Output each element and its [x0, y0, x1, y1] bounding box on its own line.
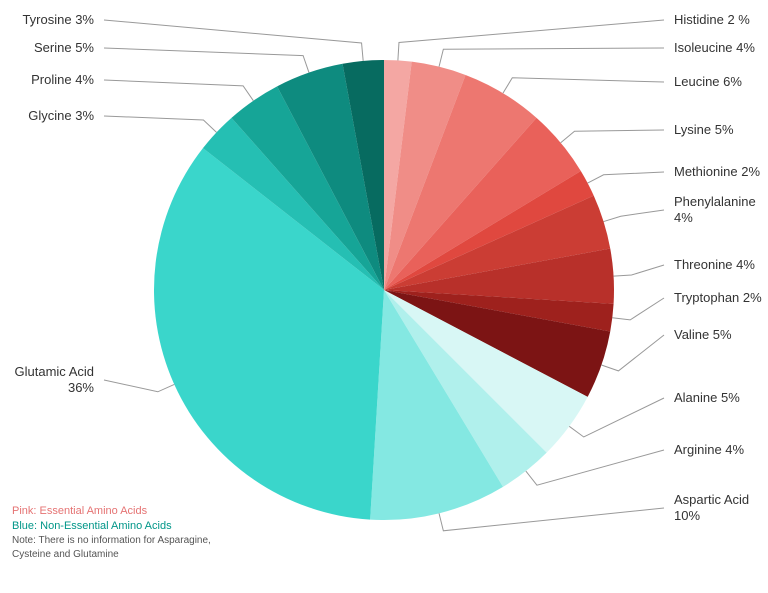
label-valine: Valine 5% — [674, 327, 732, 343]
legend-note: Pink: Essential Amino Acids Blue: Non-Es… — [12, 504, 212, 561]
label-arginine: Arginine 4% — [674, 442, 744, 458]
label-glutamic-acid: Glutamic Acid36% — [15, 364, 94, 397]
label-isoleucine: Isoleucine 4% — [674, 40, 755, 56]
label-glycine: Glycine 3% — [28, 108, 94, 124]
label-phenylalanine: Phenylalanine4% — [674, 194, 756, 227]
label-tryptophan: Tryptophan 2% — [674, 290, 762, 306]
label-serine: Serine 5% — [34, 40, 94, 56]
label-leucine: Leucine 6% — [674, 74, 742, 90]
legend-nonessential: Blue: Non-Essential Amino Acids — [12, 519, 212, 534]
label-histidine: Histidine 2 % — [674, 12, 750, 28]
legend-missing-note: Note: There is no information for Aspara… — [12, 534, 212, 561]
label-threonine: Threonine 4% — [674, 257, 755, 273]
label-tyrosine: Tyrosine 3% — [22, 12, 94, 28]
label-lysine: Lysine 5% — [674, 122, 734, 138]
legend-essential: Pink: Essential Amino Acids — [12, 504, 212, 519]
label-alanine: Alanine 5% — [674, 390, 740, 406]
amino-acid-pie-chart: Histidine 2 % Isoleucine 4% Leucine 6% Lysi… — [0, 0, 768, 593]
label-aspartic-acid: Aspartic Acid10% — [674, 492, 749, 525]
label-methionine: Methionine 2% — [674, 164, 760, 180]
label-proline: Proline 4% — [31, 72, 94, 88]
